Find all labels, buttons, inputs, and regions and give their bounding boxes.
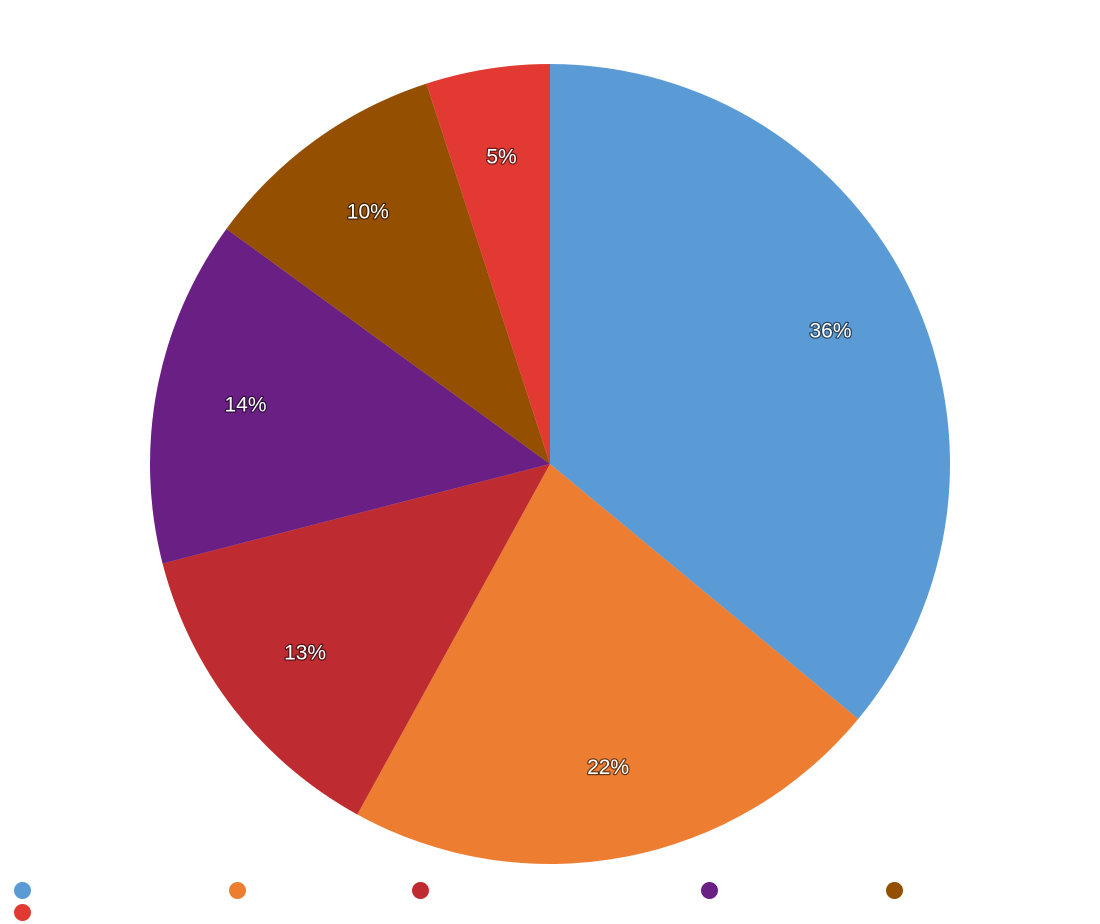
legend-marker-3 (701, 882, 718, 899)
pie-slice-3 (150, 228, 551, 564)
pie-slices (150, 64, 951, 864)
pie-slice-0 (550, 64, 951, 719)
pie-slice-1 (357, 464, 859, 864)
slice-label-2: 13% (284, 642, 326, 665)
legend-marker-0 (14, 882, 31, 899)
slice-label-0: 36% (809, 320, 851, 343)
slice-label-3: 14% (224, 393, 266, 416)
pie-slice-2 (162, 464, 550, 815)
slice-label-1: 22% (587, 756, 629, 779)
pie-slice-5 (426, 64, 550, 464)
legend-marker-4 (886, 882, 903, 899)
slice-label-5: 5% (486, 145, 516, 168)
legend-marker-2 (412, 882, 429, 899)
legend-marker-5 (14, 904, 31, 921)
legend-marker-1 (229, 882, 246, 899)
slice-label-4: 10% (347, 201, 389, 224)
pie-slice-labels: 36% 22% 13% 14% 10% 5% (223, 144, 853, 780)
pie-slice-4 (226, 83, 550, 464)
